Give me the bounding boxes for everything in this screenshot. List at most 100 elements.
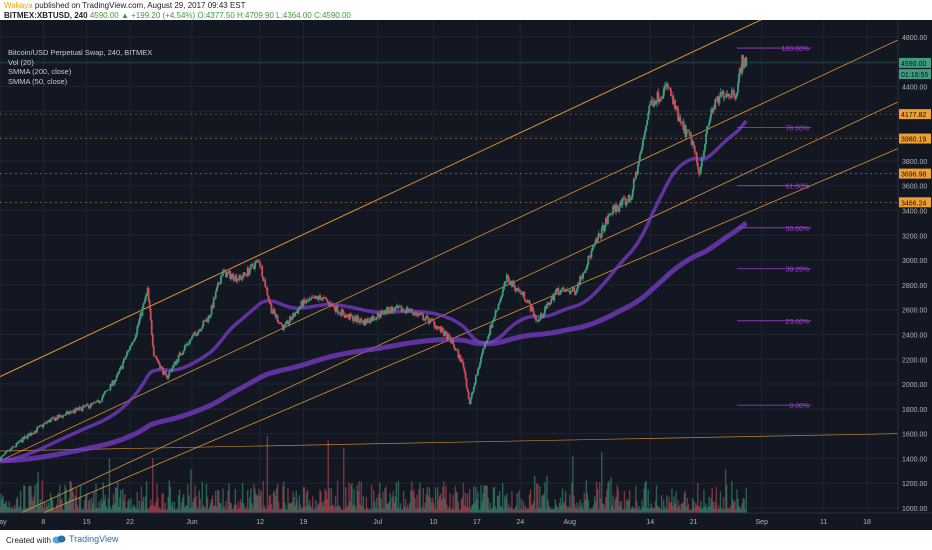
candle-body bbox=[37, 427, 40, 428]
candle-body bbox=[655, 100, 658, 105]
volume-bar bbox=[251, 503, 253, 513]
candle-body bbox=[666, 83, 669, 88]
candle-body bbox=[196, 334, 199, 336]
volume-bar bbox=[572, 456, 574, 513]
volume-bar bbox=[300, 508, 303, 513]
candle-body bbox=[104, 391, 107, 393]
volume-bar bbox=[671, 488, 673, 513]
candle-body bbox=[401, 309, 404, 312]
volume-bar bbox=[97, 507, 99, 513]
volume-bar bbox=[402, 490, 405, 513]
candle-body bbox=[277, 321, 280, 324]
candle-body bbox=[630, 196, 633, 201]
candle-body bbox=[492, 319, 495, 323]
candle-body bbox=[379, 311, 382, 318]
volume-bar bbox=[472, 504, 474, 513]
volume-bar bbox=[38, 505, 40, 513]
volume-bar bbox=[484, 485, 486, 513]
volume-bar bbox=[398, 508, 401, 513]
volume-bar bbox=[526, 509, 529, 513]
candle-body bbox=[688, 130, 691, 136]
candle-body bbox=[535, 320, 538, 321]
candle-body bbox=[542, 316, 544, 318]
chart-area[interactable]: 100.00% 78.60% 61.80% 50.00% 38.20% 23.60% 0.0… bbox=[0, 20, 932, 530]
candle-body bbox=[44, 422, 47, 424]
candle-body bbox=[97, 400, 99, 401]
volume-bar bbox=[57, 492, 59, 513]
candle-body bbox=[210, 304, 213, 315]
author-name[interactable]: Wakaya bbox=[4, 1, 33, 10]
candle-body bbox=[555, 289, 558, 292]
candle-body bbox=[167, 375, 170, 379]
volume-bar bbox=[444, 498, 446, 513]
volume-bar bbox=[445, 485, 447, 513]
volume-bar bbox=[539, 486, 541, 513]
volume-bar bbox=[528, 494, 531, 513]
volume-bar bbox=[449, 492, 451, 513]
candle-body bbox=[317, 297, 319, 300]
candle-body bbox=[704, 144, 706, 151]
volume-bar bbox=[94, 508, 96, 513]
volume-bar bbox=[365, 497, 368, 513]
candle-body bbox=[170, 370, 173, 372]
candle-body bbox=[496, 309, 499, 311]
volume-bar bbox=[645, 480, 647, 513]
candle-body bbox=[320, 297, 322, 301]
candle-body bbox=[349, 313, 351, 320]
volume-bar bbox=[7, 507, 9, 513]
candle-body bbox=[730, 90, 733, 98]
volume-bar bbox=[630, 507, 633, 513]
candle-body bbox=[319, 295, 321, 298]
volume-bar bbox=[243, 508, 246, 513]
volume-bar bbox=[228, 483, 230, 513]
volume-bar bbox=[737, 498, 739, 513]
candle-body bbox=[178, 352, 181, 355]
volume-bar bbox=[33, 495, 35, 513]
candle-body bbox=[1, 455, 3, 457]
volume-bar bbox=[321, 502, 323, 513]
candle-body bbox=[374, 319, 377, 320]
tradingview-brand[interactable]: TradingView bbox=[52, 534, 119, 544]
price-tick-label: 4800.00 bbox=[902, 35, 927, 42]
volume-bar bbox=[333, 508, 336, 513]
volume-bar bbox=[596, 489, 599, 513]
candle-body bbox=[745, 57, 748, 67]
volume-bar bbox=[144, 496, 147, 513]
candle-body bbox=[285, 321, 287, 325]
candle-body bbox=[607, 215, 609, 224]
volume-bar bbox=[363, 508, 366, 513]
fib-level-label: 61.80% bbox=[786, 184, 810, 191]
candle-body bbox=[180, 354, 183, 356]
candle-body bbox=[465, 378, 468, 388]
volume-bar bbox=[717, 505, 720, 513]
candle-body bbox=[571, 287, 574, 291]
volume-bar bbox=[0, 493, 2, 513]
candle-body bbox=[58, 415, 61, 418]
volume-bar bbox=[618, 506, 621, 513]
candle-body bbox=[649, 105, 652, 106]
volume-bar bbox=[386, 503, 388, 513]
candle-body bbox=[290, 316, 292, 320]
volume-bar bbox=[350, 484, 352, 513]
candle-body bbox=[132, 341, 135, 343]
volume-bar bbox=[349, 501, 351, 513]
volume-bar bbox=[520, 498, 522, 513]
volume-bar bbox=[208, 507, 211, 513]
volume-bar bbox=[508, 503, 510, 513]
volume-bar bbox=[740, 509, 742, 513]
volume-bar bbox=[151, 504, 153, 513]
volume-bar bbox=[277, 502, 280, 513]
volume-bar bbox=[684, 490, 687, 513]
time-axis bbox=[0, 513, 932, 530]
volume-bar bbox=[469, 509, 472, 513]
candle-body bbox=[65, 412, 67, 416]
candle-body bbox=[224, 269, 226, 272]
volume-bar bbox=[249, 497, 251, 513]
volume-bar bbox=[680, 503, 682, 513]
candle-body bbox=[622, 197, 625, 200]
volume-bar bbox=[523, 509, 526, 513]
volume-bar bbox=[678, 505, 680, 513]
volume-bar bbox=[422, 487, 424, 513]
candle-body bbox=[676, 106, 679, 109]
price-chart-svg[interactable]: 100.00%78.60%61.80%50.00%38.20%23.60%0.0… bbox=[0, 20, 932, 530]
